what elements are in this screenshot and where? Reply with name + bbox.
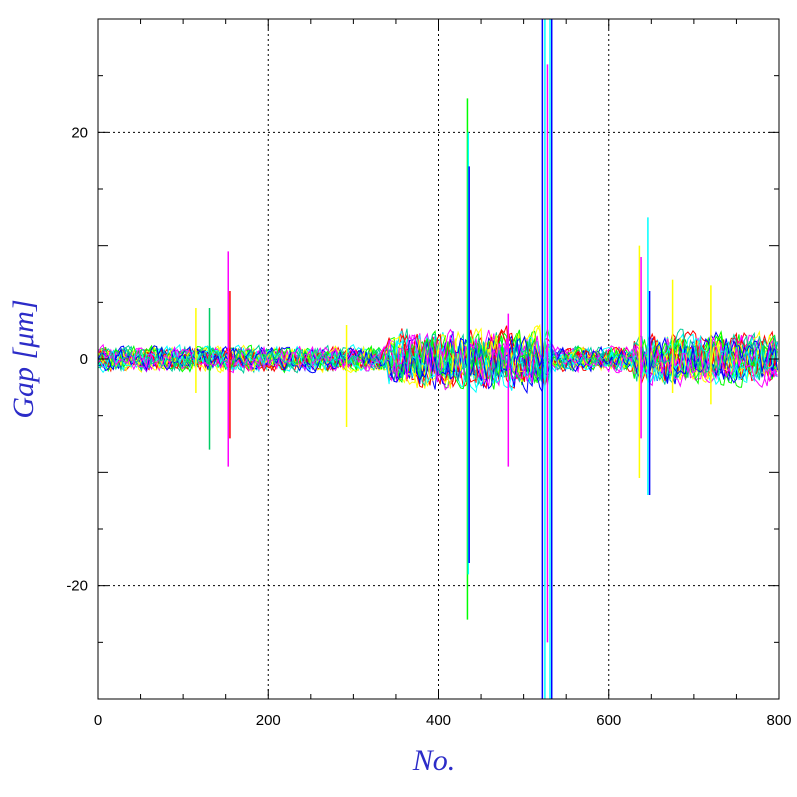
x-axis-title: No. xyxy=(412,744,456,777)
y-tick-label: -20 xyxy=(66,578,88,595)
series-line xyxy=(97,328,778,382)
x-tick-label: 400 xyxy=(426,712,451,729)
axis-ticks xyxy=(97,18,780,700)
x-tick-label: 200 xyxy=(256,712,281,729)
x-tick-label: 600 xyxy=(596,712,621,729)
y-tick-label: 20 xyxy=(71,124,88,141)
y-axis-title: Gap [μm] xyxy=(7,299,40,418)
series-group xyxy=(97,19,778,699)
x-tick-label: 0 xyxy=(94,712,102,729)
tick-labels: 0 200 400 600 800 -20 0 20 xyxy=(66,124,791,729)
x-tick-label: 800 xyxy=(766,712,791,729)
y-tick-label: 0 xyxy=(80,351,88,368)
series-line xyxy=(97,327,778,389)
series-line xyxy=(97,335,778,390)
